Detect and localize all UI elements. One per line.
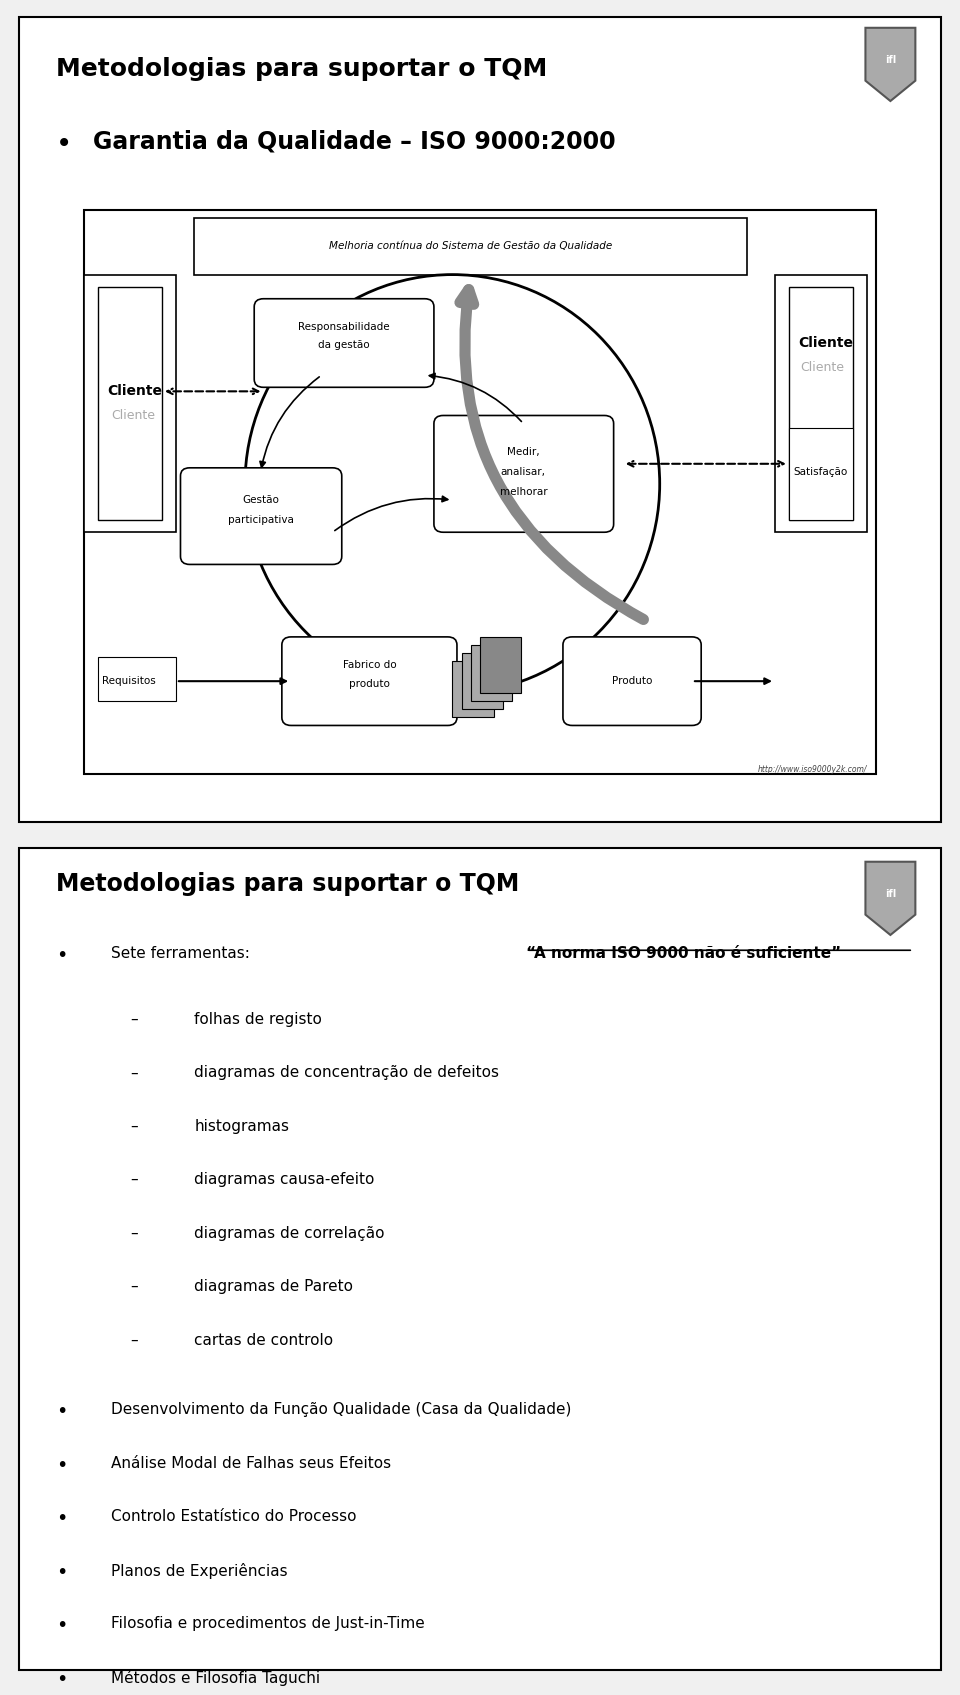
FancyBboxPatch shape <box>19 848 941 1670</box>
FancyBboxPatch shape <box>462 653 503 709</box>
Text: Planos de Experiências: Planos de Experiências <box>111 1563 288 1578</box>
Text: ifl: ifl <box>885 890 896 900</box>
FancyBboxPatch shape <box>98 286 162 520</box>
FancyBboxPatch shape <box>19 17 941 822</box>
Text: •: • <box>56 1456 67 1475</box>
Text: ifl: ifl <box>885 56 896 66</box>
Text: Fabrico do: Fabrico do <box>343 659 396 670</box>
Text: –: – <box>130 1225 137 1241</box>
Text: •: • <box>56 131 72 158</box>
Text: Métodos e Filosofia Taguchi: Métodos e Filosofia Taguchi <box>111 1670 321 1685</box>
FancyBboxPatch shape <box>254 298 434 386</box>
Text: •: • <box>56 1563 67 1581</box>
Text: –: – <box>130 1066 137 1080</box>
FancyBboxPatch shape <box>563 637 701 725</box>
Text: Desenvolvimento da Função Qualidade (Casa da Qualidade): Desenvolvimento da Função Qualidade (Cas… <box>111 1402 572 1417</box>
Text: Requisitos: Requisitos <box>102 676 156 686</box>
Text: Filosofia e procedimentos de Just-in-Time: Filosofia e procedimentos de Just-in-Tim… <box>111 1615 425 1631</box>
Text: Medir,: Medir, <box>507 447 540 456</box>
Text: Cliente: Cliente <box>801 361 845 373</box>
Text: •: • <box>56 1402 67 1422</box>
Text: Cliente: Cliente <box>107 385 161 398</box>
Text: folhas de registo: folhas de registo <box>194 1012 323 1027</box>
FancyBboxPatch shape <box>775 275 867 532</box>
FancyBboxPatch shape <box>470 644 513 702</box>
Text: –: – <box>130 1332 137 1348</box>
Text: –: – <box>130 1119 137 1134</box>
Text: Metodologias para suportar o TQM: Metodologias para suportar o TQM <box>56 873 519 897</box>
Text: diagramas de concentração de defeitos: diagramas de concentração de defeitos <box>194 1066 499 1080</box>
Text: Produto: Produto <box>612 676 652 686</box>
Text: diagramas de correlação: diagramas de correlação <box>194 1225 385 1241</box>
Polygon shape <box>866 27 915 102</box>
Text: da gestão: da gestão <box>318 341 370 351</box>
Text: Cliente: Cliente <box>111 408 156 422</box>
Text: Gestão: Gestão <box>242 495 279 505</box>
Polygon shape <box>866 861 915 936</box>
Text: participativa: participativa <box>228 515 294 525</box>
Text: •: • <box>56 1509 67 1529</box>
Text: Melhoria contínua do Sistema de Gestão da Qualidade: Melhoria contínua do Sistema de Gestão d… <box>329 241 612 251</box>
FancyBboxPatch shape <box>84 210 876 773</box>
Text: –: – <box>130 1280 137 1293</box>
FancyBboxPatch shape <box>84 275 176 532</box>
Text: •: • <box>56 1615 67 1636</box>
Text: Sete ferramentas:: Sete ferramentas: <box>111 946 251 961</box>
Text: Análise Modal de Falhas seus Efeitos: Análise Modal de Falhas seus Efeitos <box>111 1456 392 1471</box>
FancyBboxPatch shape <box>452 661 493 717</box>
Text: Satisfação: Satisfação <box>794 466 848 476</box>
FancyBboxPatch shape <box>789 427 853 520</box>
Text: •: • <box>56 946 67 964</box>
Text: melhorar: melhorar <box>499 486 547 497</box>
FancyBboxPatch shape <box>180 468 342 564</box>
Text: “A norma ISO 9000 não é suficiente”: “A norma ISO 9000 não é suficiente” <box>526 946 841 961</box>
Text: •: • <box>56 1670 67 1688</box>
Text: diagramas de Pareto: diagramas de Pareto <box>194 1280 353 1293</box>
FancyBboxPatch shape <box>282 637 457 725</box>
Text: diagramas causa-efeito: diagramas causa-efeito <box>194 1173 374 1186</box>
Text: Garantia da Qualidade – ISO 9000:2000: Garantia da Qualidade – ISO 9000:2000 <box>93 131 615 154</box>
Text: analisar,: analisar, <box>501 466 546 476</box>
Text: http://www.iso9000y2k.com/: http://www.iso9000y2k.com/ <box>757 764 867 775</box>
Text: Responsabilidade: Responsabilidade <box>298 322 390 332</box>
FancyBboxPatch shape <box>434 415 613 532</box>
Text: Controlo Estatístico do Processo: Controlo Estatístico do Processo <box>111 1509 357 1524</box>
Text: cartas de controlo: cartas de controlo <box>194 1332 333 1348</box>
FancyBboxPatch shape <box>194 219 747 275</box>
Text: Cliente: Cliente <box>798 336 852 351</box>
FancyBboxPatch shape <box>480 637 521 693</box>
Text: histogramas: histogramas <box>194 1119 289 1134</box>
Text: Metodologias para suportar o TQM: Metodologias para suportar o TQM <box>56 58 547 81</box>
Text: produto: produto <box>349 678 390 688</box>
Text: –: – <box>130 1173 137 1186</box>
Text: –: – <box>130 1012 137 1027</box>
FancyBboxPatch shape <box>789 286 853 520</box>
